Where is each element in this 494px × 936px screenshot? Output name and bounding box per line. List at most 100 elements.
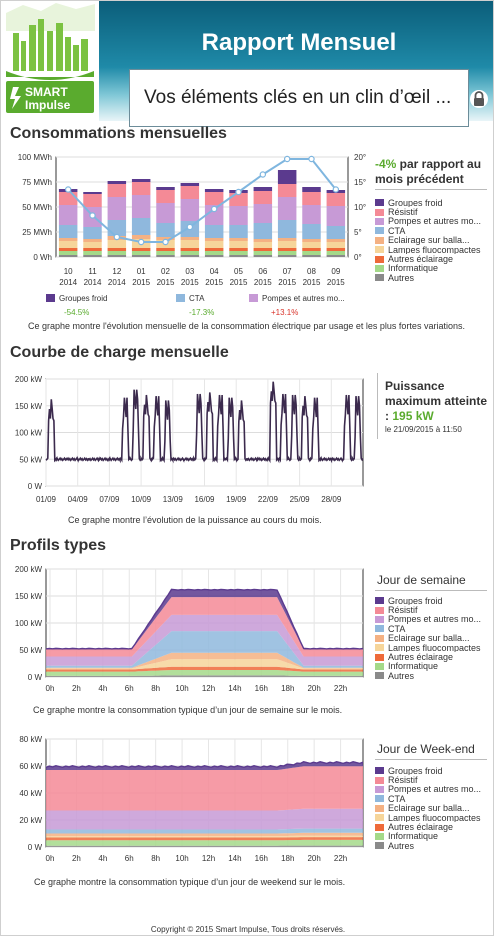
legend-item[interactable]: Autres [375,671,489,681]
y-tick-label: 150 kW [15,592,43,601]
y-tick-label: 150 kW [15,402,43,411]
bar-segment [253,187,273,191]
x-tick-label: 4h [98,854,107,863]
legend-item[interactable]: Autres [375,841,489,851]
legend-item[interactable]: Autres éclairage [375,254,489,264]
legend-item[interactable]: Autres éclairage [375,652,489,662]
bar-segment [156,190,175,203]
legend-item[interactable]: Eclairage sur balla... [375,236,489,245]
y2-tick-label: 20° [354,153,366,162]
x-tick-label: 11 [88,267,97,276]
x-tick-label: 2h [72,684,81,693]
divider [377,373,378,439]
lock-icon[interactable] [470,89,488,109]
variation-swatch [176,294,185,302]
x-tick-label: 16h [255,854,268,863]
legend-swatch [375,804,384,812]
legend-label: Lampes fluocompactes [388,244,481,255]
total-line [45,760,364,769]
x-tick-label: 16h [255,684,268,693]
legend-item[interactable]: Groupes froid [375,596,489,605]
bar-segment [107,181,127,184]
legend-item[interactable]: Informatique [375,264,489,273]
legend-item[interactable]: Eclairage sur balla... [375,634,489,643]
legend-item[interactable]: Pompes et autres mo... [375,785,489,794]
x-tick-label: 20h [307,854,320,863]
weekday-profile-chart: 0 W 50 kW 100 kW 150 kW 200 kW 0h 2h 4h 6h 8h 10h 1… [15,565,364,693]
divider [375,759,487,760]
bar-segment [229,248,248,251]
legend-item[interactable]: Groupes froid [375,766,489,775]
legend-item[interactable]: Pompes et autres mo... [375,615,489,624]
variation-label: CTA [189,294,205,303]
variation-swatch [249,294,258,302]
bar-segment [229,238,248,241]
legend-label: Autres éclairage [388,652,454,662]
bar-segment [229,206,248,225]
y-tick-label: 40 kW [19,789,42,798]
legend-item[interactable]: Résistif [375,775,489,785]
bar-segment [326,242,346,248]
legend-swatch [375,625,384,633]
bar-segment [326,255,346,257]
legend-label: Groupes froid [388,766,443,776]
area-series [46,845,363,847]
variation-swatch [46,294,55,302]
legend-swatch [375,634,384,642]
variation-label: Pompes et autres mo... [262,294,345,303]
bar-segment [83,251,102,255]
max-power-block: Puissance maximum atteinte : 195 kW [385,379,491,424]
profiles-section-title: Profils types [10,537,107,554]
legend-label: Résistif [388,207,418,217]
legend-item[interactable]: Lampes fluocompactes [375,643,489,652]
max-power-date: le 21/09/2015 à 11:50 [385,425,462,434]
legend-swatch [375,644,384,652]
legend-label: Résistif [388,605,418,615]
legend-swatch [375,208,384,216]
legend-item[interactable]: Autres [375,273,489,283]
legend-label: CTA [388,794,406,804]
area-series [46,766,363,811]
legend-item[interactable]: Informatique [375,832,489,841]
report-title: Rapport Mensuel [201,29,397,56]
bar-segment [58,248,78,251]
x-tick-label: 08 [307,267,316,276]
legend-item[interactable]: Lampes fluocompactes [375,813,489,822]
legend-item[interactable]: Eclairage sur balla... [375,804,489,813]
bar-segment [204,255,224,257]
legend-item[interactable]: CTA [375,226,489,236]
legend-label: Autres éclairage [388,254,454,264]
legend-swatch [375,767,384,775]
x-tick-label: 10h [175,854,188,863]
legend-item[interactable]: Autres éclairage [375,822,489,832]
legend-item[interactable]: Informatique [375,662,489,671]
load-curve-line [45,381,364,464]
x-tick-label: 20h [307,684,320,693]
total-line [45,588,364,650]
area-series [46,666,363,672]
x-tick-label: 2014 [59,278,77,287]
legend-item[interactable]: CTA [375,624,489,634]
y2-tick-label: 10° [354,203,366,212]
legend-item[interactable]: CTA [375,794,489,804]
area-series [46,835,363,838]
legend-item[interactable]: Pompes et autres mo... [375,217,489,226]
bar-segment [180,237,200,240]
area-series [46,839,363,846]
legend-item[interactable]: Résistif [375,605,489,615]
legend-label: Lampes fluocompactes [388,812,481,823]
x-tick-label: 22h [334,684,347,693]
legend-swatch [375,255,384,263]
legend-item[interactable]: Résistif [375,207,489,217]
legend-swatch [375,597,384,605]
y-tick-label: 80 kW [19,735,42,744]
bar-segment [204,251,224,255]
bar-segment [302,248,321,251]
legend-item[interactable]: Lampes fluocompactes [375,245,489,254]
bar-segment [131,235,151,239]
bar-segment [277,255,297,257]
weekend-profile-chart: 0 W 20 kW 40 kW 60 kW 80 kW 0h 2h 4h 6h 8h 10h 12h 1… [19,735,364,863]
x-tick-label: 8h [151,854,160,863]
logo-text-1: SMART [25,85,68,99]
legend-item[interactable]: Groupes froid [375,198,489,207]
